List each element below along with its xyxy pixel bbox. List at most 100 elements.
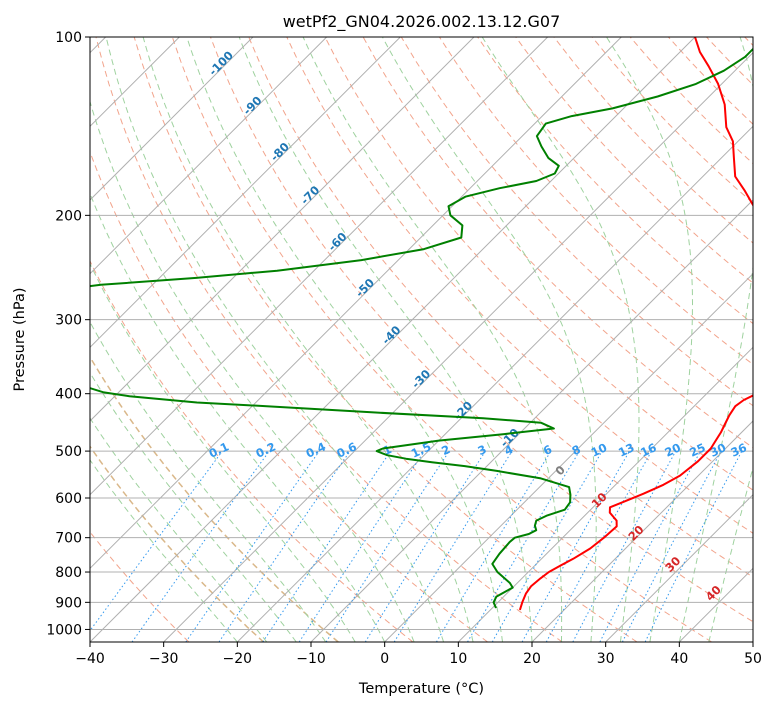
- isotherm: [90, 37, 328, 275]
- isotherm-label: -10: [497, 425, 522, 450]
- isotherm: [90, 37, 401, 349]
- mixing-ratio-label: 30: [708, 440, 728, 459]
- mixing-ratio-line: [325, 450, 450, 642]
- mixing-ratio-label: 36: [729, 440, 749, 459]
- x-tick-label: −30: [149, 651, 179, 667]
- isotherm: [90, 37, 254, 201]
- isotherm: [90, 37, 475, 422]
- mixing-ratio-label: 10: [589, 440, 609, 459]
- mixing-ratio-label: 25: [687, 440, 707, 459]
- moist-adiabat: [481, 37, 640, 642]
- isotherm: [752, 641, 753, 642]
- dry-adiabat: [90, 531, 190, 642]
- dry-adiabat: [90, 445, 264, 642]
- x-tick-label: 50: [744, 651, 762, 667]
- isotherm-label: -70: [298, 183, 323, 208]
- dry-adiabat: [668, 37, 753, 125]
- isotherm: [310, 199, 753, 642]
- y-tick-label: 600: [55, 491, 82, 507]
- mixing-ratio-line: [218, 450, 351, 642]
- isotherm-label: -100: [206, 48, 236, 78]
- x-tick-label: 40: [670, 651, 688, 667]
- adiabat-label: 20: [625, 522, 646, 543]
- y-axis-label: Pressure (hPa): [12, 287, 28, 391]
- adiabat-label: 0: [552, 463, 568, 479]
- y-tick-label: 900: [55, 595, 82, 611]
- moist-adiabat: [678, 37, 753, 642]
- mixing-ratio-line: [644, 450, 743, 642]
- mixing-ratio-label: 2: [439, 442, 452, 458]
- moist-adiabat: [90, 99, 415, 642]
- y-tick-label: 100: [55, 30, 82, 46]
- mixing-ratio-line: [572, 450, 677, 642]
- mixing-ratio-label: 0.1: [207, 439, 231, 460]
- y-tick-label: 500: [55, 444, 82, 460]
- mixing-ratio-line: [393, 450, 513, 642]
- moist-adiabat: [186, 37, 503, 642]
- profiles: [90, 37, 753, 611]
- dry-adiabat: [324, 37, 753, 491]
- isotherm: [163, 51, 753, 642]
- moist-adiabat: [90, 192, 386, 642]
- mixing-ratio-line: [90, 450, 223, 632]
- moist-adiabat: [105, 37, 445, 642]
- moist-adiabat: [90, 262, 356, 642]
- mixing-ratio-line: [298, 450, 425, 642]
- dry-adiabat: [90, 356, 339, 642]
- isotherm-label: -50: [353, 276, 378, 301]
- mixing-ratio-label: 6: [541, 442, 554, 458]
- isotherm: [90, 37, 622, 570]
- dry-adiabat: [133, 37, 638, 642]
- temperature-profile: [518, 37, 753, 611]
- chart-title: wetPf2_GN04.2026.002.13.12.G07: [283, 12, 561, 32]
- x-tick-label: 0: [380, 651, 389, 667]
- moist-adiabat: [708, 465, 753, 642]
- x-tick-label: 20: [523, 651, 541, 667]
- moist-adiabat: [90, 371, 297, 642]
- x-tick-label: −10: [296, 651, 326, 667]
- isotherm: [384, 272, 753, 642]
- mixing-ratio-label: 16: [638, 440, 658, 459]
- isotherm-label: -20: [451, 398, 476, 423]
- moist-adiabat: [90, 459, 238, 642]
- moist-adiabat: [90, 417, 268, 642]
- isotherm: [605, 493, 753, 642]
- mixing-ratio-label: 13: [616, 440, 636, 459]
- x-axis-label: Temperature (°C): [358, 681, 484, 697]
- isotherm-label: -30: [409, 367, 434, 392]
- y-tick-label: 200: [55, 208, 82, 224]
- pressure-gridlines: [90, 214, 753, 630]
- dry-adiabat-reference: [90, 355, 339, 642]
- moist-adiabat: [606, 37, 693, 642]
- moist-adiabat: [90, 321, 327, 642]
- dry-adiabat: [286, 37, 753, 534]
- isotherm: [236, 125, 753, 642]
- mixing-ratio-line: [364, 450, 486, 642]
- y-tick-label: 800: [55, 565, 82, 581]
- dry-adiabat: [171, 37, 712, 642]
- isotherm-label: -40: [379, 323, 404, 348]
- dry-adiabat: [210, 37, 753, 623]
- background-lines: [90, 37, 753, 642]
- moist-adiabat: [142, 37, 474, 642]
- y-tick-label: 300: [55, 313, 82, 329]
- x-tick-label: 30: [597, 651, 615, 667]
- isotherm: [457, 346, 753, 642]
- x-tick-label: −40: [75, 651, 105, 667]
- dry-adiabat: [744, 37, 753, 47]
- dry-adiabat: [90, 150, 488, 642]
- x-tick-label: 10: [449, 651, 467, 667]
- mixing-ratio-line: [131, 450, 270, 642]
- dewpoint-profile: [90, 47, 753, 609]
- mixing-ratio-line: [185, 450, 320, 642]
- adiabat-label: 10: [589, 490, 610, 511]
- mixing-ratio-label: 0.6: [334, 439, 358, 460]
- isotherm: [90, 37, 696, 642]
- dry-adiabat: [591, 37, 753, 204]
- reference-line-labels: 0.1 0.2 0.4 0.6 1 1.5 2 3 4 6 8 10 13 16 20 25 30 36-100-…: [206, 48, 749, 604]
- dry-adiabat: [515, 37, 753, 284]
- isotherm-label: -60: [325, 229, 350, 254]
- y-tick-label: 700: [55, 531, 82, 547]
